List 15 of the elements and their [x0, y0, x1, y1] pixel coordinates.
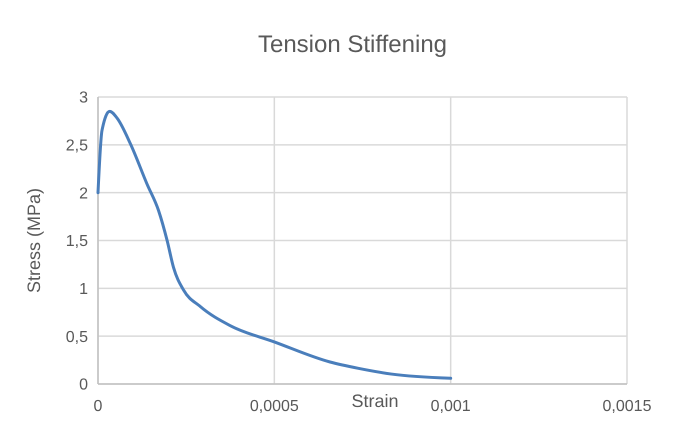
- y-tick-label: 0: [79, 376, 88, 394]
- x-axis-title: Strain: [351, 391, 399, 411]
- y-tick-label: 2: [79, 185, 88, 202]
- x-tick-label: 0,0015: [602, 398, 652, 415]
- y-tick-label: 3: [79, 90, 88, 107]
- y-axis-title: Stress (MPa): [24, 188, 44, 294]
- x-tick-label: 0,001: [430, 398, 471, 415]
- y-tick-label: 0,5: [66, 328, 88, 346]
- chart-title: Tension Stiffening: [258, 31, 448, 58]
- y-tick-label: 1: [79, 280, 88, 298]
- y-tick-label: 2,5: [66, 137, 88, 154]
- y-tick-label: 1,5: [66, 233, 88, 250]
- x-tick-label: 0: [94, 398, 103, 415]
- x-tick-label: 0,0005: [250, 398, 299, 415]
- line-series: [96, 110, 452, 380]
